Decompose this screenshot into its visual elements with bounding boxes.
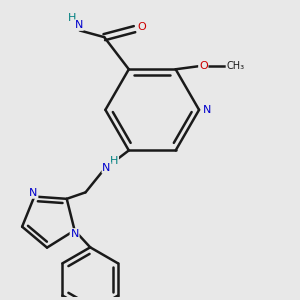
Text: O: O <box>137 22 146 32</box>
Text: N: N <box>203 105 211 115</box>
Text: H: H <box>68 13 76 23</box>
Text: CH₃: CH₃ <box>226 61 244 71</box>
Text: N: N <box>102 163 111 173</box>
Text: O: O <box>199 61 208 71</box>
Text: N: N <box>75 20 83 30</box>
Text: N: N <box>70 229 79 239</box>
Text: H: H <box>110 156 118 166</box>
Text: N: N <box>29 188 38 198</box>
